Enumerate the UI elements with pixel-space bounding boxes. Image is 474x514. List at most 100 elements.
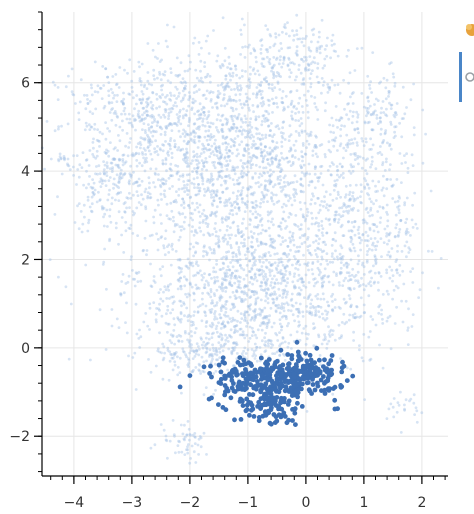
background-point <box>263 195 266 199</box>
pan-tool-icon[interactable] <box>459 52 474 104</box>
background-point <box>373 259 377 262</box>
background-point <box>247 187 251 191</box>
background-point <box>313 249 317 252</box>
bokeh-logo-icon[interactable] <box>463 20 474 42</box>
background-point <box>169 147 172 151</box>
background-point <box>308 251 312 255</box>
background-point <box>131 210 135 213</box>
background-point <box>248 259 252 263</box>
background-point <box>205 89 209 93</box>
background-point <box>361 261 365 265</box>
background-point <box>281 296 284 299</box>
background-point <box>261 288 265 292</box>
background-point <box>252 135 255 139</box>
background-point <box>245 294 249 297</box>
background-point <box>379 132 383 136</box>
background-point <box>283 266 287 270</box>
background-point <box>293 62 296 66</box>
background-point <box>281 126 284 130</box>
background-point <box>220 176 224 180</box>
background-point <box>202 276 205 279</box>
background-point <box>129 164 133 168</box>
background-point <box>264 166 268 170</box>
background-point <box>347 199 351 202</box>
background-point <box>239 28 243 32</box>
background-point <box>194 228 197 232</box>
background-point <box>299 166 303 170</box>
background-point <box>306 62 310 66</box>
background-point <box>290 114 293 118</box>
background-point <box>236 134 240 138</box>
background-point <box>185 448 188 451</box>
background-point <box>369 137 372 141</box>
background-point <box>275 252 279 256</box>
background-point <box>190 139 193 142</box>
highlight-point <box>321 374 326 379</box>
background-point <box>350 138 354 142</box>
background-point <box>87 182 91 186</box>
background-point <box>296 260 299 264</box>
background-point <box>280 277 284 280</box>
background-point <box>259 240 263 244</box>
background-point <box>140 118 144 121</box>
background-point <box>391 183 395 187</box>
background-point <box>254 126 258 130</box>
background-point <box>345 113 348 117</box>
highlight-point <box>266 368 272 374</box>
background-point <box>250 235 254 238</box>
background-point <box>347 263 350 266</box>
highlight-point <box>297 354 302 360</box>
background-point <box>343 107 346 111</box>
background-point <box>97 139 100 143</box>
background-point <box>278 331 281 334</box>
background-point <box>280 315 284 319</box>
background-point <box>180 203 183 207</box>
background-point <box>178 318 181 322</box>
background-point <box>300 277 304 281</box>
background-point <box>373 237 377 240</box>
background-point <box>240 118 243 122</box>
background-point <box>177 120 180 124</box>
background-point <box>114 123 118 127</box>
background-point <box>259 353 263 357</box>
background-point <box>236 117 240 121</box>
background-point <box>313 167 317 171</box>
background-point <box>204 157 208 160</box>
background-point <box>267 318 271 322</box>
background-point <box>166 45 169 49</box>
background-point <box>113 94 116 97</box>
background-point <box>146 42 150 45</box>
background-point <box>374 199 378 202</box>
background-point <box>273 239 277 243</box>
background-point <box>362 221 365 225</box>
background-point <box>94 107 98 111</box>
background-point <box>193 112 197 116</box>
background-point <box>128 206 131 210</box>
background-point <box>107 154 111 158</box>
background-point <box>244 227 248 230</box>
background-point <box>246 45 250 49</box>
background-point <box>311 69 314 72</box>
background-point <box>275 141 279 145</box>
background-point <box>233 87 236 91</box>
background-point <box>378 303 382 307</box>
background-point <box>255 60 258 64</box>
background-point <box>290 117 294 120</box>
background-point <box>366 112 370 115</box>
background-point <box>237 88 240 92</box>
background-point <box>193 436 197 439</box>
background-point <box>392 288 396 292</box>
background-point <box>235 126 239 130</box>
background-point <box>201 291 205 295</box>
background-point <box>170 209 174 213</box>
background-point <box>346 143 350 147</box>
background-point <box>363 121 367 125</box>
background-point <box>365 206 369 210</box>
background-point <box>166 152 169 155</box>
background-point <box>251 104 255 107</box>
background-point <box>169 311 173 315</box>
background-point <box>162 356 166 360</box>
background-point <box>286 160 290 164</box>
